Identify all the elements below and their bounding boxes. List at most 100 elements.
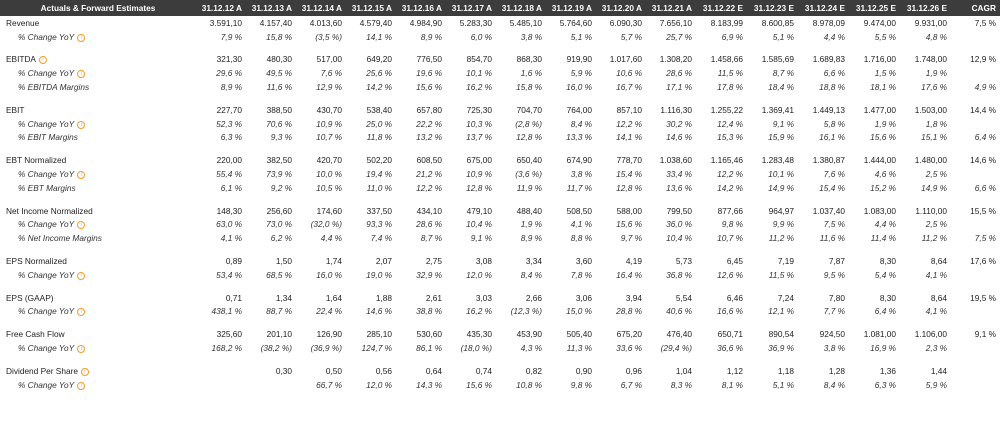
table-title: Actuals & Forward Estimates xyxy=(0,0,196,16)
table-cell: 14,9 % xyxy=(921,182,947,193)
info-icon[interactable]: i xyxy=(77,33,86,42)
table-cell: 8,9 % xyxy=(220,82,242,93)
table-cell: 10,0 % xyxy=(316,169,342,180)
row-label: EBIT xyxy=(0,103,196,117)
table-cell: 8.183,99 xyxy=(710,17,743,28)
table-cell xyxy=(951,30,1000,44)
table-cell: 8,30 xyxy=(879,292,896,303)
table-row: Free Cash Flow 325,60 201,10 126,90 285,10 53… xyxy=(0,327,1000,341)
info-icon[interactable]: i xyxy=(77,70,86,79)
table-cell: 25,6 % xyxy=(366,68,392,79)
table-cell: 9.931,00 xyxy=(914,17,947,28)
table-cell: 17,6 % xyxy=(970,256,996,267)
table-cell: 1.083,00 xyxy=(863,205,896,216)
info-icon[interactable]: i xyxy=(77,345,86,354)
column-header: 31.12.20 A xyxy=(596,0,646,16)
table-cell: 8,9 % xyxy=(420,31,442,42)
table-cell: 0,30 xyxy=(275,365,292,376)
info-icon[interactable]: i xyxy=(80,367,89,376)
row-label-text: EBIT xyxy=(6,104,25,115)
table-cell: 12,9 % xyxy=(970,54,996,65)
table-cell: 11,2 % xyxy=(921,233,947,244)
table-cell xyxy=(951,341,1000,355)
table-cell: 919,90 xyxy=(566,54,592,65)
spacer-row xyxy=(0,195,1000,204)
info-icon[interactable]: i xyxy=(77,271,86,280)
table-cell: 12,8 % xyxy=(516,132,542,143)
table-cell: 15,6 % xyxy=(870,132,896,143)
table-cell: 14,2 % xyxy=(717,182,743,193)
table-cell: 16,2 % xyxy=(466,82,492,93)
table-cell: 38,8 % xyxy=(416,306,442,317)
table-cell: 3,08 xyxy=(475,256,492,267)
table-cell: 6,46 xyxy=(726,292,743,303)
table-cell: 40,6 % xyxy=(666,306,692,317)
table-cell: 1.283,48 xyxy=(761,155,794,166)
table-cell: 4,1 % xyxy=(925,306,947,317)
row-label-text: % Change YoY xyxy=(18,68,75,79)
table-cell: 1.116,30 xyxy=(660,104,692,115)
table-cell: 2,61 xyxy=(425,292,442,303)
table-cell: 9,9 % xyxy=(772,219,794,230)
table-cell: 19,0 % xyxy=(366,269,392,280)
table-cell: 1.477,00 xyxy=(863,104,896,115)
table-cell: 15,6 % xyxy=(466,379,492,390)
table-cell: 9,8 % xyxy=(570,379,592,390)
table-cell: 1,28 xyxy=(828,365,845,376)
table-row: Dividend Per Share i 0,30 0,50 0,56 0,64 0,74 0… xyxy=(0,364,1000,378)
table-cell: 435,30 xyxy=(466,329,492,340)
table-cell: 388,50 xyxy=(266,104,292,115)
row-label-text: % EBITDA Margins xyxy=(18,82,90,93)
table-cell: 764,00 xyxy=(566,104,592,115)
info-icon[interactable]: i xyxy=(77,120,86,129)
row-label-text: EBITDA xyxy=(6,54,36,65)
table-cell: 1.017,60 xyxy=(609,54,642,65)
info-icon[interactable]: i xyxy=(38,56,47,65)
row-label-text: % Change YoY xyxy=(18,169,75,180)
table-cell: 16,0 % xyxy=(316,269,342,280)
table-cell: 6,7 % xyxy=(620,379,642,390)
column-header: 31.12.21 A xyxy=(646,0,696,16)
table-cell: 382,50 xyxy=(266,155,292,166)
table-cell: 11,6 % xyxy=(266,82,292,93)
spacer xyxy=(0,44,1000,53)
table-cell: 88,7 % xyxy=(266,306,292,317)
row-label: % Change YoY i xyxy=(0,167,196,181)
table-cell: 6,45 xyxy=(726,256,743,267)
table-cell: 1.038,60 xyxy=(659,155,692,166)
table-cell: 174,60 xyxy=(316,205,342,216)
table-cell: 8,4 % xyxy=(823,379,845,390)
table-cell: 488,40 xyxy=(516,205,542,216)
table-cell: 480,30 xyxy=(266,54,292,65)
table-cell: 1.308,20 xyxy=(659,54,692,65)
info-icon[interactable]: i xyxy=(77,381,86,390)
table-cell: 22,2 % xyxy=(416,118,442,129)
table-cell: 28,6 % xyxy=(666,68,692,79)
info-icon[interactable]: i xyxy=(77,171,86,180)
row-label: % Change YoY i xyxy=(0,30,196,44)
header-row: Actuals & Forward Estimates 31.12.12 A 31… xyxy=(0,0,1000,16)
table-cell: 15,1 % xyxy=(921,132,947,143)
table-subrow: % Change YoY i 55,4 % 73,9 % 10,0 % 19,4 % 21,… xyxy=(0,167,1000,181)
info-icon[interactable]: i xyxy=(77,308,86,317)
table-cell: 3,06 xyxy=(575,292,592,303)
table-cell: 15,6 % xyxy=(616,219,642,230)
table-cell: 11,6 % xyxy=(819,233,845,244)
table-cell: 16,1 % xyxy=(819,132,845,143)
table-cell: 9,8 % xyxy=(721,219,743,230)
table-cell: 5,1 % xyxy=(772,379,794,390)
table-cell: 2,66 xyxy=(525,292,542,303)
row-label-text: % Change YoY xyxy=(18,343,75,354)
table-cell: 6,6 % xyxy=(823,68,845,79)
table-subrow: % EBT Margins 6,1 % 9,2 % 10,5 % 11,0 % 12,2 … xyxy=(0,181,1000,195)
table-cell: 657,80 xyxy=(416,104,442,115)
table-cell: 1.081,00 xyxy=(863,329,896,340)
info-icon[interactable]: i xyxy=(77,221,86,230)
table-cell: 73,0 % xyxy=(266,219,292,230)
table-subrow: % Change YoY i 7,9 % 15,8 % (3,5 %) 14,1 % 8,9… xyxy=(0,30,1000,44)
table-cell: 1,18 xyxy=(777,365,794,376)
table-cell: (3,6 %) xyxy=(515,169,542,180)
table-cell: 32,9 % xyxy=(416,269,442,280)
table-cell xyxy=(951,218,1000,232)
table-cell xyxy=(951,305,1000,319)
